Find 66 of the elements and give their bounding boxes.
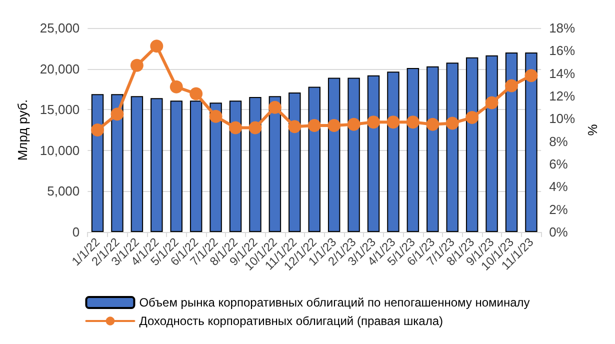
point — [248, 121, 262, 134]
point — [209, 110, 222, 123]
point — [288, 120, 302, 134]
bar — [387, 72, 400, 232]
point — [190, 87, 203, 100]
y-tick-label: 20,000 — [40, 61, 80, 76]
y-tick-label: 5,000 — [47, 184, 80, 199]
point — [347, 118, 360, 131]
bar — [406, 68, 420, 232]
y2-tick-label: 18% — [549, 20, 576, 36]
bar — [486, 55, 498, 232]
legend-label: Объем рынка корпоративных облигаций по непогашенному номиналу — [139, 296, 530, 310]
bar — [348, 78, 360, 232]
point — [308, 118, 321, 132]
bar — [130, 96, 144, 232]
point — [485, 96, 498, 110]
y2-tick-label: 4% — [549, 179, 568, 194]
bar — [328, 78, 340, 232]
bar — [111, 94, 124, 232]
point — [406, 116, 420, 129]
bar — [288, 92, 301, 232]
bar — [249, 96, 262, 232]
bar — [525, 52, 538, 232]
point — [426, 118, 440, 131]
y2-tick-label: 14% — [549, 66, 576, 81]
bar — [170, 100, 182, 232]
bar — [190, 100, 202, 232]
point — [91, 124, 104, 136]
bar — [268, 96, 282, 232]
point — [524, 69, 538, 82]
point — [110, 108, 124, 121]
y-tick-label: 10,000 — [40, 142, 80, 158]
y2-tick-label: 2% — [549, 202, 568, 217]
y-tick-label: 25,000 — [40, 20, 80, 36]
point — [268, 100, 282, 114]
y2-tick-label: 10% — [549, 111, 576, 126]
y-axis-title: Млрд руб. — [15, 99, 30, 161]
y2-tick-label: 0% — [549, 224, 568, 240]
bar — [308, 86, 320, 232]
point — [466, 111, 479, 124]
bar — [150, 98, 163, 232]
bar — [426, 66, 439, 232]
bar — [505, 52, 518, 232]
bar — [367, 75, 380, 232]
y2-tick-label: 16% — [549, 43, 576, 58]
y2-tick-label: 6% — [549, 156, 568, 172]
point — [328, 118, 341, 132]
bar — [446, 62, 458, 232]
bar — [210, 102, 222, 232]
point — [505, 79, 518, 92]
y-tick-label: 15,000 — [40, 102, 80, 118]
point — [367, 116, 380, 129]
point — [229, 121, 242, 134]
y-tick-label: 0 — [72, 224, 80, 240]
legend-label: Доходность корпоративных облигаций (правая шкала) — [139, 314, 444, 328]
point — [170, 80, 183, 94]
bar — [91, 94, 104, 232]
point — [130, 58, 144, 72]
point — [150, 40, 164, 53]
point — [446, 116, 459, 130]
point — [386, 116, 400, 129]
y2-tick-label: 12% — [549, 88, 576, 104]
y2-axis-title: % — [585, 124, 600, 136]
bar — [229, 100, 242, 232]
y2-tick-label: 8% — [549, 134, 568, 149]
bar — [466, 57, 478, 232]
